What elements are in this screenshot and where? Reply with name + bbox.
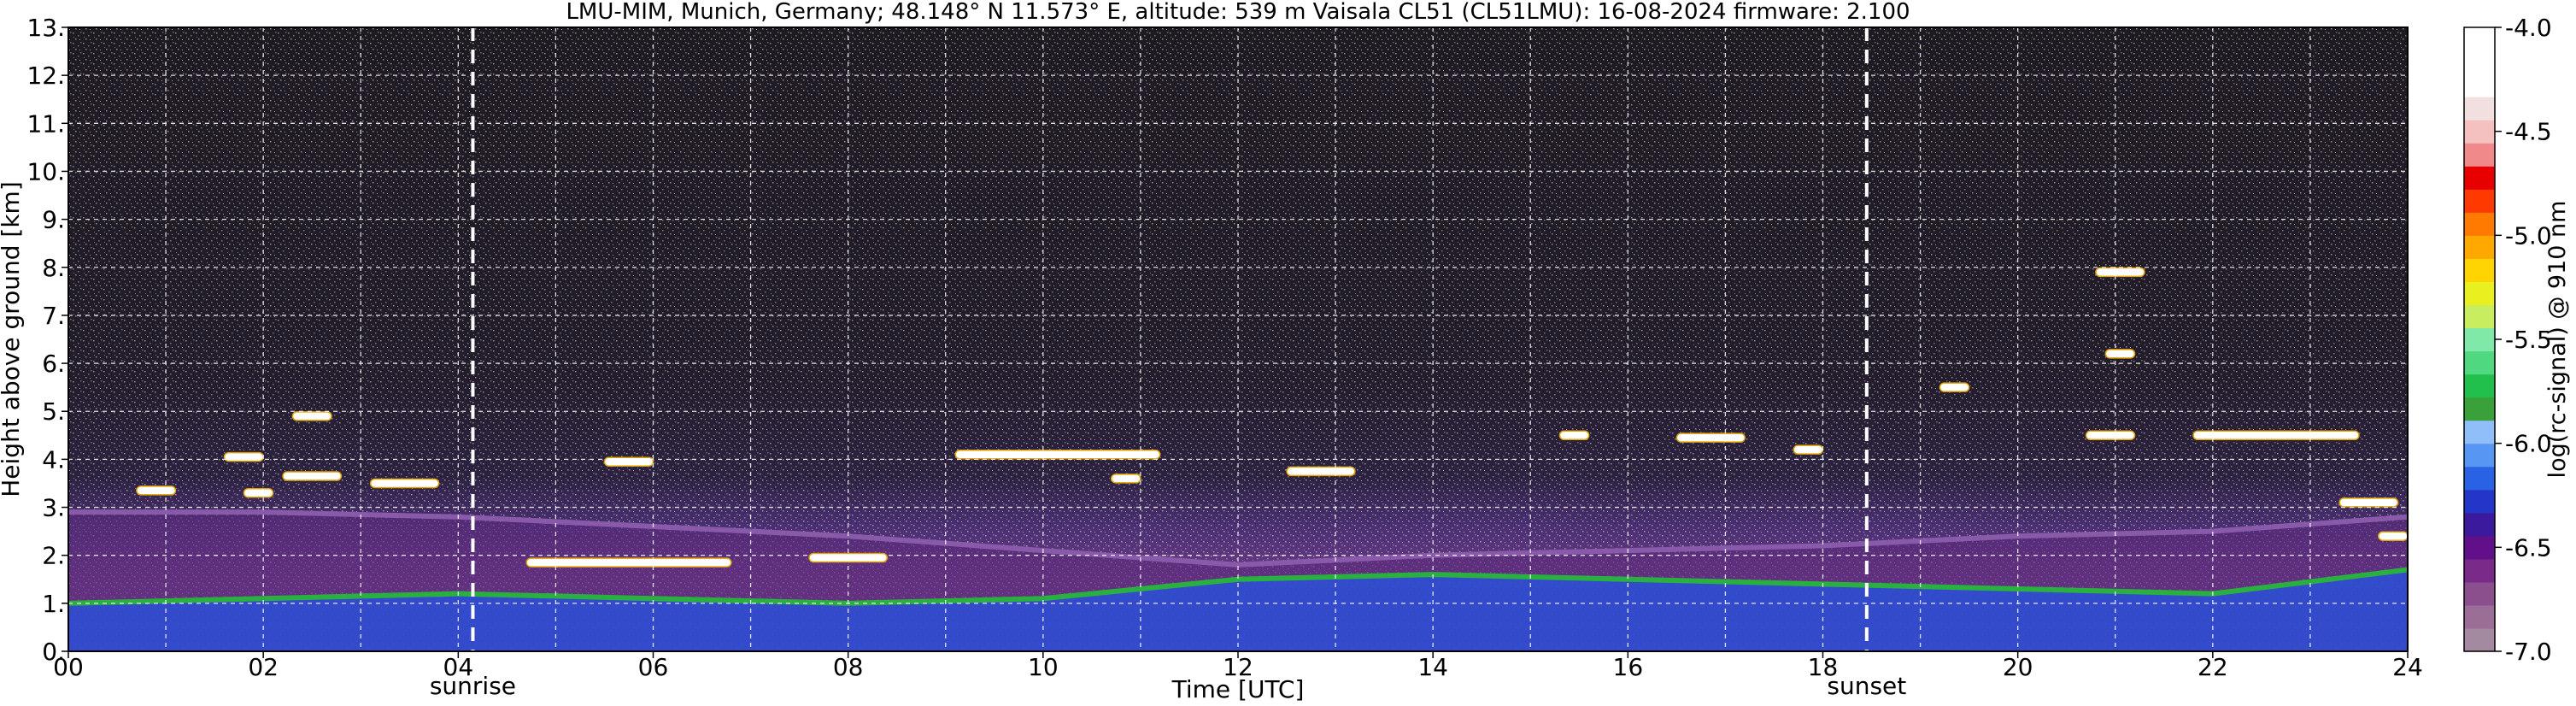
y-tick-label: 3. — [42, 494, 65, 522]
colorbar-swatch — [2464, 281, 2495, 306]
colorbar-tick-label: -6.0 — [2505, 430, 2552, 458]
colorbar-swatch — [2464, 374, 2495, 398]
cloud-segment — [2085, 430, 2136, 441]
colorbar-swatch — [2464, 304, 2495, 329]
cloud-segment — [1286, 466, 1356, 477]
x-tick-label: 02 — [248, 653, 279, 681]
plot-area — [68, 27, 2408, 651]
sunset-label: sunset — [1827, 672, 1906, 700]
colorbar-swatch — [2464, 397, 2495, 421]
colorbar-label: log(rc-signal) @ 910 nm — [2544, 201, 2571, 479]
y-tick-label: 0. — [42, 638, 65, 666]
colorbar-swatch — [2464, 443, 2495, 468]
cloud-segment — [2378, 531, 2408, 541]
x-tick-label: 04 — [443, 653, 474, 681]
x-tick-label: 14 — [1417, 653, 1448, 681]
y-tick-label: 10. — [26, 157, 65, 185]
x-tick-label: 10 — [1028, 653, 1059, 681]
x-tick-label: 00 — [53, 653, 84, 681]
colorbar-tick-label: -4.5 — [2505, 118, 2552, 146]
colorbar-swatch — [2464, 258, 2495, 283]
cloud-segment — [223, 451, 264, 462]
marker-labels: sunrise sunset — [430, 672, 1906, 700]
cloud-segment — [1558, 430, 1590, 441]
y-axis: 0. 1. 2. 3. 4. 5. 6. 7. 8. 9. 10. 11. 12. 13. — [26, 14, 68, 666]
cloud-segment — [603, 456, 654, 467]
colorbar-swatch — [2464, 581, 2495, 606]
y-tick-label: 2. — [42, 542, 65, 570]
cloud-segment — [954, 450, 1161, 460]
cloud-segment — [243, 487, 274, 498]
colorbar-swatch — [2464, 535, 2495, 560]
x-tick-label: 22 — [2198, 653, 2228, 681]
colorbar-swatch — [2464, 166, 2495, 190]
cloud-segment — [1110, 474, 1141, 484]
cloud-segment — [2104, 349, 2136, 359]
y-tick-label: 1. — [42, 590, 65, 618]
colorbar-tick-label: -5.0 — [2505, 221, 2552, 250]
y-tick-label: 11. — [26, 109, 65, 138]
cloud-segment — [282, 471, 343, 481]
colorbar-swatch — [2464, 420, 2495, 444]
y-tick-label: 5. — [42, 397, 65, 426]
y-tick-label: 12. — [26, 62, 65, 90]
y-tick-label: 7. — [42, 302, 65, 330]
colorbar-swatch — [2464, 350, 2495, 375]
cloud-segment — [136, 485, 177, 496]
cloud-segment — [291, 411, 332, 421]
colorbar-swatch — [2464, 235, 2495, 259]
x-tick-label: 06 — [638, 653, 669, 681]
colorbar-tick-label: -6.5 — [2505, 533, 2552, 562]
chart-title: LMU-MIM, Munich, Germany; 48.148° N 11.5… — [566, 0, 1910, 25]
cloud-segment — [1675, 432, 1746, 443]
y-tick-label: 6. — [42, 350, 65, 378]
colorbar-swatch — [2464, 74, 2495, 97]
y-tick-label: 8. — [42, 254, 65, 282]
y-tick-label: 9. — [42, 206, 65, 234]
colorbar-swatch — [2464, 558, 2495, 583]
cloud-segment — [2192, 430, 2360, 441]
colorbar-swatch — [2464, 50, 2495, 74]
grid-lines — [68, 27, 2408, 651]
x-tick-label: 18 — [1808, 653, 1839, 681]
x-tick-label: 16 — [1613, 653, 1644, 681]
sunrise-label: sunrise — [430, 672, 516, 700]
colorbar: -4.0 -4.5 -5.0 -5.5 -6.0 -6.5 -7.0 — [2463, 14, 2552, 666]
colorbar-tick-label: -4.0 — [2505, 14, 2552, 42]
x-tick-label: 24 — [2392, 653, 2423, 681]
x-axis-label: Time [UTC] — [1171, 675, 1305, 703]
y-tick-label: 4. — [42, 445, 65, 474]
x-tick-label: 08 — [833, 653, 864, 681]
x-axis: 00 02 04 06 08 10 12 14 16 18 20 22 24 — [53, 651, 2423, 681]
colorbar-swatch — [2464, 27, 2495, 51]
colorbar-tick-label: -5.5 — [2505, 326, 2552, 354]
colorbar-swatch — [2464, 189, 2495, 213]
colorbar-swatch — [2464, 466, 2495, 491]
colorbar-swatch — [2464, 327, 2495, 352]
colorbar-swatch — [2464, 627, 2495, 652]
cloud-segment — [369, 478, 440, 489]
cloud-segment — [2338, 497, 2399, 508]
colorbar-swatch — [2464, 120, 2495, 144]
cloud-segment — [2095, 267, 2145, 278]
cloud-segment — [1939, 382, 1970, 392]
sun-markers — [471, 27, 1869, 651]
cloud-segment — [525, 557, 732, 568]
colorbar-swatch — [2464, 143, 2495, 167]
colorbar-swatch — [2464, 489, 2495, 514]
colorbar-swatch — [2464, 212, 2495, 236]
y-tick-label: 13. — [26, 14, 65, 42]
y-axis-label: Height above ground [km] — [0, 181, 25, 497]
colorbar-swatch — [2464, 97, 2495, 121]
x-tick-label: 12 — [1223, 653, 1253, 681]
x-tick-label: 20 — [2003, 653, 2033, 681]
colorbar-swatch — [2464, 604, 2495, 629]
cloud-segment — [1793, 444, 1824, 455]
colorbar-tick-label: -7.0 — [2505, 638, 2552, 666]
colorbar-swatch — [2464, 512, 2495, 537]
